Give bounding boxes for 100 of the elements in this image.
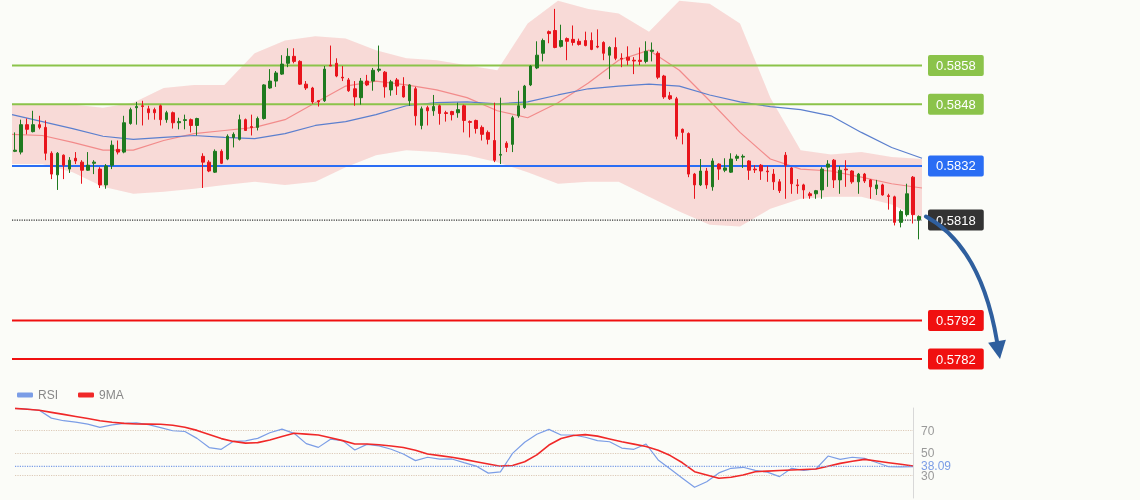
candlestick bbox=[687, 131, 690, 178]
y-tick-label: 0.5858 bbox=[936, 58, 976, 74]
y-tick-label: 0.5818 bbox=[936, 212, 976, 228]
candlestick bbox=[602, 40, 605, 61]
candlestick bbox=[268, 68, 272, 90]
candlestick bbox=[98, 166, 102, 189]
candlestick bbox=[675, 96, 678, 140]
candlestick bbox=[681, 128, 684, 145]
candlestick bbox=[165, 110, 168, 124]
candlestick bbox=[802, 183, 805, 200]
candlestick bbox=[553, 8, 557, 49]
candlestick bbox=[13, 131, 17, 153]
candlestick bbox=[844, 159, 848, 188]
candlestick bbox=[808, 191, 812, 200]
candlestick bbox=[820, 166, 824, 200]
candlestick bbox=[717, 162, 721, 181]
candlestick bbox=[796, 178, 799, 195]
candlestick bbox=[723, 157, 727, 173]
candlestick bbox=[565, 36, 569, 61]
candlestick bbox=[493, 102, 496, 163]
candlestick bbox=[899, 209, 903, 228]
legend-label: 9MA bbox=[99, 388, 124, 402]
candlestick bbox=[62, 153, 65, 180]
candlestick bbox=[729, 152, 733, 174]
candlestick bbox=[304, 80, 308, 91]
legend-label: RSI bbox=[38, 388, 59, 402]
candlestick bbox=[626, 45, 630, 66]
candlestick bbox=[832, 158, 836, 189]
candlestick bbox=[505, 140, 508, 153]
candlestick bbox=[220, 148, 223, 165]
candlestick bbox=[863, 172, 866, 184]
candlestick bbox=[814, 189, 818, 200]
candlestick bbox=[25, 118, 29, 135]
y-tick-label: 0.5848 bbox=[936, 96, 976, 112]
y-tick-label: 0.5792 bbox=[936, 312, 976, 328]
y-tick-label: 0.5782 bbox=[936, 351, 976, 367]
candlestick bbox=[608, 45, 611, 80]
candlestick bbox=[129, 107, 132, 126]
candlestick bbox=[110, 140, 114, 170]
candlestick bbox=[274, 70, 278, 88]
candlestick bbox=[353, 80, 357, 107]
candlestick bbox=[474, 119, 478, 135]
candlestick bbox=[74, 151, 77, 165]
candlestick bbox=[389, 79, 393, 97]
candlestick bbox=[747, 159, 751, 181]
candlestick bbox=[153, 107, 156, 121]
candlestick bbox=[317, 99, 320, 108]
candlestick bbox=[905, 183, 909, 218]
candlestick bbox=[644, 40, 648, 64]
candlestick bbox=[778, 178, 781, 194]
candlestick bbox=[56, 151, 59, 191]
candlestick bbox=[741, 153, 745, 169]
candlestick bbox=[450, 110, 454, 121]
candlestick bbox=[262, 83, 266, 121]
y-tick-label: 50 bbox=[921, 446, 935, 460]
candlestick bbox=[480, 124, 484, 142]
candlestick bbox=[693, 172, 696, 200]
candlestick bbox=[559, 24, 563, 48]
candlestick bbox=[875, 179, 878, 196]
candlestick bbox=[122, 115, 126, 154]
candlestick bbox=[280, 54, 284, 76]
candlestick bbox=[596, 28, 599, 49]
candlestick bbox=[44, 119, 47, 161]
candlestick bbox=[462, 104, 466, 133]
candlestick bbox=[147, 105, 150, 121]
candlestick bbox=[584, 31, 587, 47]
candlestick bbox=[50, 150, 53, 180]
candlestick bbox=[335, 57, 338, 78]
candlestick bbox=[614, 36, 617, 61]
candlestick bbox=[523, 84, 526, 110]
candlestick bbox=[195, 117, 199, 136]
candlestick bbox=[86, 151, 90, 172]
candlestick bbox=[590, 31, 593, 51]
candlestick bbox=[189, 118, 193, 133]
candlestick bbox=[365, 74, 369, 87]
candlestick bbox=[183, 114, 187, 130]
candlestick bbox=[668, 91, 672, 101]
candlestick bbox=[213, 148, 217, 174]
candlestick bbox=[341, 65, 344, 82]
candlestick bbox=[432, 94, 435, 117]
candlestick bbox=[116, 140, 120, 155]
candlestick bbox=[735, 153, 739, 162]
candlestick bbox=[711, 157, 714, 192]
candlestick bbox=[881, 183, 884, 197]
candlestick bbox=[226, 133, 229, 161]
candlestick bbox=[371, 67, 375, 92]
candlestick bbox=[705, 167, 708, 190]
candlestick bbox=[286, 47, 290, 68]
y-tick-label: 70 bbox=[921, 423, 935, 438]
candlestick bbox=[838, 165, 842, 195]
candlestick bbox=[517, 90, 520, 119]
candlestick bbox=[917, 214, 921, 240]
candlestick bbox=[141, 100, 144, 126]
candlestick bbox=[250, 114, 253, 136]
candlestick bbox=[171, 111, 175, 130]
candlestick bbox=[19, 119, 23, 155]
candlestick bbox=[759, 163, 763, 181]
candlestick bbox=[359, 77, 363, 106]
candlestick bbox=[311, 86, 314, 105]
y-tick-label: 0.5832 bbox=[936, 158, 976, 174]
